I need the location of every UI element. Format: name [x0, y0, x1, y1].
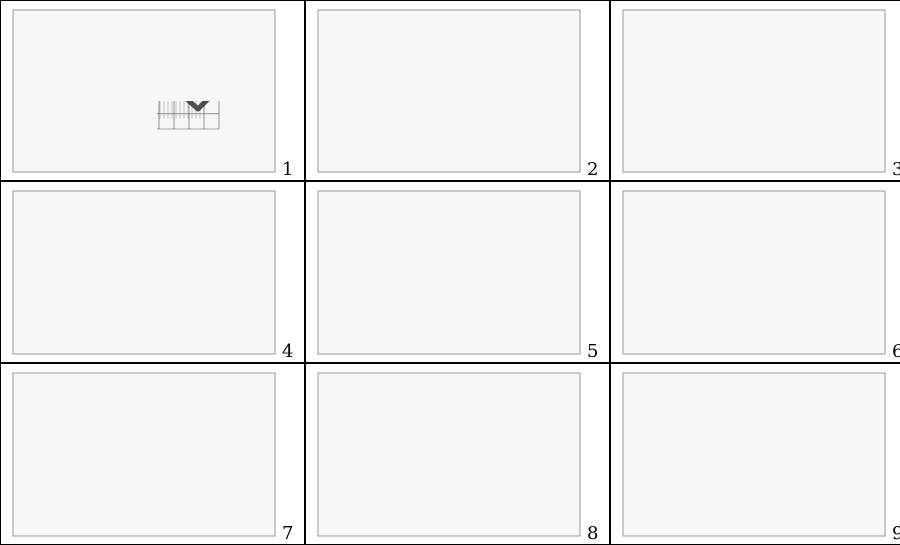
panel-label: 8: [587, 523, 598, 544]
panel-canvas: [623, 191, 885, 354]
panel-label: 2: [587, 159, 598, 180]
panel-label: 7: [282, 523, 293, 544]
panel: 1: [1, 1, 305, 181]
panel: 6: [611, 182, 900, 363]
panel-label: 5: [587, 341, 598, 362]
figure: 1 2 3 4 5 6 7 8 9: [0, 0, 900, 545]
panel-canvas: [623, 10, 885, 172]
panel: 9: [611, 364, 900, 545]
panel-canvas: [13, 373, 275, 536]
panel-canvas: [318, 10, 580, 172]
panel-label: 3: [892, 159, 900, 180]
panel: 8: [306, 364, 610, 545]
panel-canvas: [13, 10, 275, 172]
panel: 5: [306, 182, 610, 363]
panel-label: 1: [282, 159, 293, 180]
panel-label: 6: [892, 341, 900, 362]
panel: 3: [611, 1, 900, 181]
panel-canvas: [13, 191, 275, 354]
panel: 7: [1, 364, 305, 545]
panel: 2: [306, 1, 610, 181]
panel-label: 4: [282, 341, 293, 362]
panel-canvas: [623, 373, 885, 536]
panel-canvas: [318, 191, 580, 354]
panel-canvas: [318, 373, 580, 536]
panel-label: 9: [892, 523, 900, 544]
panel: 4: [1, 182, 305, 363]
